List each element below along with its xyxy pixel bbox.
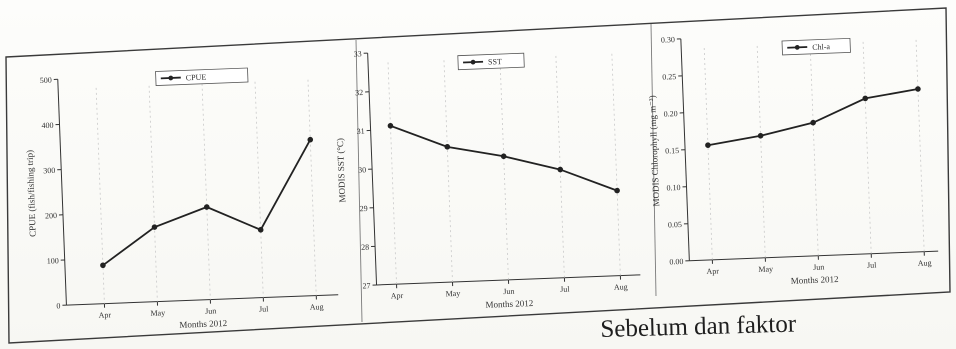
data-point <box>151 224 158 230</box>
chart-panel-2: 27 28 29 30 31 32 33 Apr May Jun Jul Aug Months 2012… <box>335 49 641 310</box>
y-axis <box>57 79 67 306</box>
data-point <box>810 119 816 126</box>
x-guide-line <box>148 85 158 302</box>
x-tick-label: Jun <box>503 287 514 296</box>
x-tick-label: Jun <box>813 263 824 272</box>
data-point <box>557 166 564 173</box>
legend-marker <box>168 75 174 81</box>
y-tick-label: 500 <box>40 76 52 85</box>
y-tick-label: 0.00 <box>669 257 683 267</box>
y-axis-title: MODIS Chlorophyll (mg m⁻³) <box>647 95 661 207</box>
y-tick-label: 0.15 <box>665 146 679 156</box>
x-guide-line <box>915 39 925 252</box>
x-guide-line <box>862 41 872 254</box>
x-tick-label: Jul <box>867 260 877 269</box>
x-tick-label: Jun <box>205 306 216 315</box>
series-line <box>102 139 312 267</box>
y-tick-label: 27 <box>362 281 370 290</box>
y-tick-label: 300 <box>43 166 55 175</box>
legend-marker <box>794 44 800 50</box>
data-point <box>387 122 394 129</box>
x-tick-label: May <box>445 289 460 299</box>
x-axis-title: Months 2012 <box>179 318 227 330</box>
y-tick-label: 0.30 <box>661 35 675 45</box>
x-tick-label: Apr <box>391 291 404 300</box>
data-point <box>257 227 264 233</box>
data-point <box>307 136 314 143</box>
legend-box <box>155 67 249 86</box>
x-axis <box>689 250 939 262</box>
x-axis <box>66 294 339 306</box>
y-tick-label: 33 <box>354 49 362 58</box>
y-tick-label: 0.25 <box>662 72 676 82</box>
legend-label: SST <box>488 57 502 67</box>
x-tick-label: Aug <box>614 282 628 292</box>
x-guide-line <box>307 79 317 296</box>
y-tick-label: 29 <box>359 204 367 213</box>
chart-panel-1: 0 100 200 300 400 500 Apr May Jun Jul Aug Months 20… <box>24 67 339 330</box>
legend-box <box>781 37 851 56</box>
series-line <box>707 88 919 147</box>
data-point <box>862 95 869 102</box>
x-tick-label: Apr <box>706 267 719 276</box>
x-axis-title: Months 2012 <box>791 274 839 286</box>
x-tick-label: May <box>758 264 773 274</box>
y-tick-label: 0 <box>56 301 60 310</box>
x-guide-line <box>443 60 453 283</box>
x-guide-line <box>611 53 621 276</box>
legend-box <box>457 52 525 71</box>
chart-panel-3: 0.00 0.05 0.10 0.15 0.20 0.25 0.30 Apr May Jun Jul… <box>647 35 939 286</box>
x-guide-line <box>95 87 105 304</box>
panel-divider <box>650 23 657 297</box>
x-guide-line <box>254 81 264 298</box>
x-guide-line <box>201 83 211 300</box>
y-tick-label: 28 <box>361 243 369 252</box>
x-tick-label: Apr <box>98 310 111 319</box>
figure-frame <box>5 7 951 344</box>
x-tick-label: Jul <box>259 304 269 313</box>
charts-layer: 0 100 200 300 400 500 Apr May Jun Jul Aug Months 20… <box>24 35 939 330</box>
data-point <box>100 262 106 269</box>
y-tick-label: 0.05 <box>668 220 682 230</box>
x-guide-line <box>499 58 509 280</box>
data-point <box>705 142 711 148</box>
y-tick-label: 32 <box>355 88 363 97</box>
x-tick-label: May <box>150 308 165 318</box>
legend-label: CPUE <box>186 73 207 83</box>
y-tick-label: 400 <box>41 121 53 130</box>
x-guide-line <box>809 43 819 256</box>
x-tick-label: Aug <box>310 302 324 312</box>
x-guide-line <box>703 47 713 260</box>
y-tick-label: 30 <box>358 165 366 174</box>
y-tick-label: 31 <box>356 127 364 136</box>
data-point <box>915 86 921 92</box>
legend-marker <box>470 59 476 65</box>
data-point <box>444 144 451 150</box>
x-tick-label: Aug <box>918 258 932 268</box>
x-guide-line <box>756 45 766 258</box>
y-axis-title: CPUE (fish/fishing trip) <box>24 150 37 237</box>
x-guide-line <box>387 62 397 285</box>
x-axis-title: Months 2012 <box>485 298 533 310</box>
y-tick-label: 100 <box>47 256 59 265</box>
y-tick-label: 0.10 <box>666 183 680 193</box>
data-point <box>614 187 620 194</box>
data-point <box>500 153 507 160</box>
panel-divider <box>355 39 363 323</box>
legend-label: Chl-a <box>812 42 831 52</box>
data-point <box>757 132 764 139</box>
y-axis-title: MODIS SST (°C) <box>335 138 347 203</box>
x-tick-label: Jul <box>560 285 570 294</box>
y-tick-label: 0.20 <box>664 109 678 119</box>
y-tick-label: 200 <box>45 211 57 220</box>
data-point <box>203 204 210 210</box>
